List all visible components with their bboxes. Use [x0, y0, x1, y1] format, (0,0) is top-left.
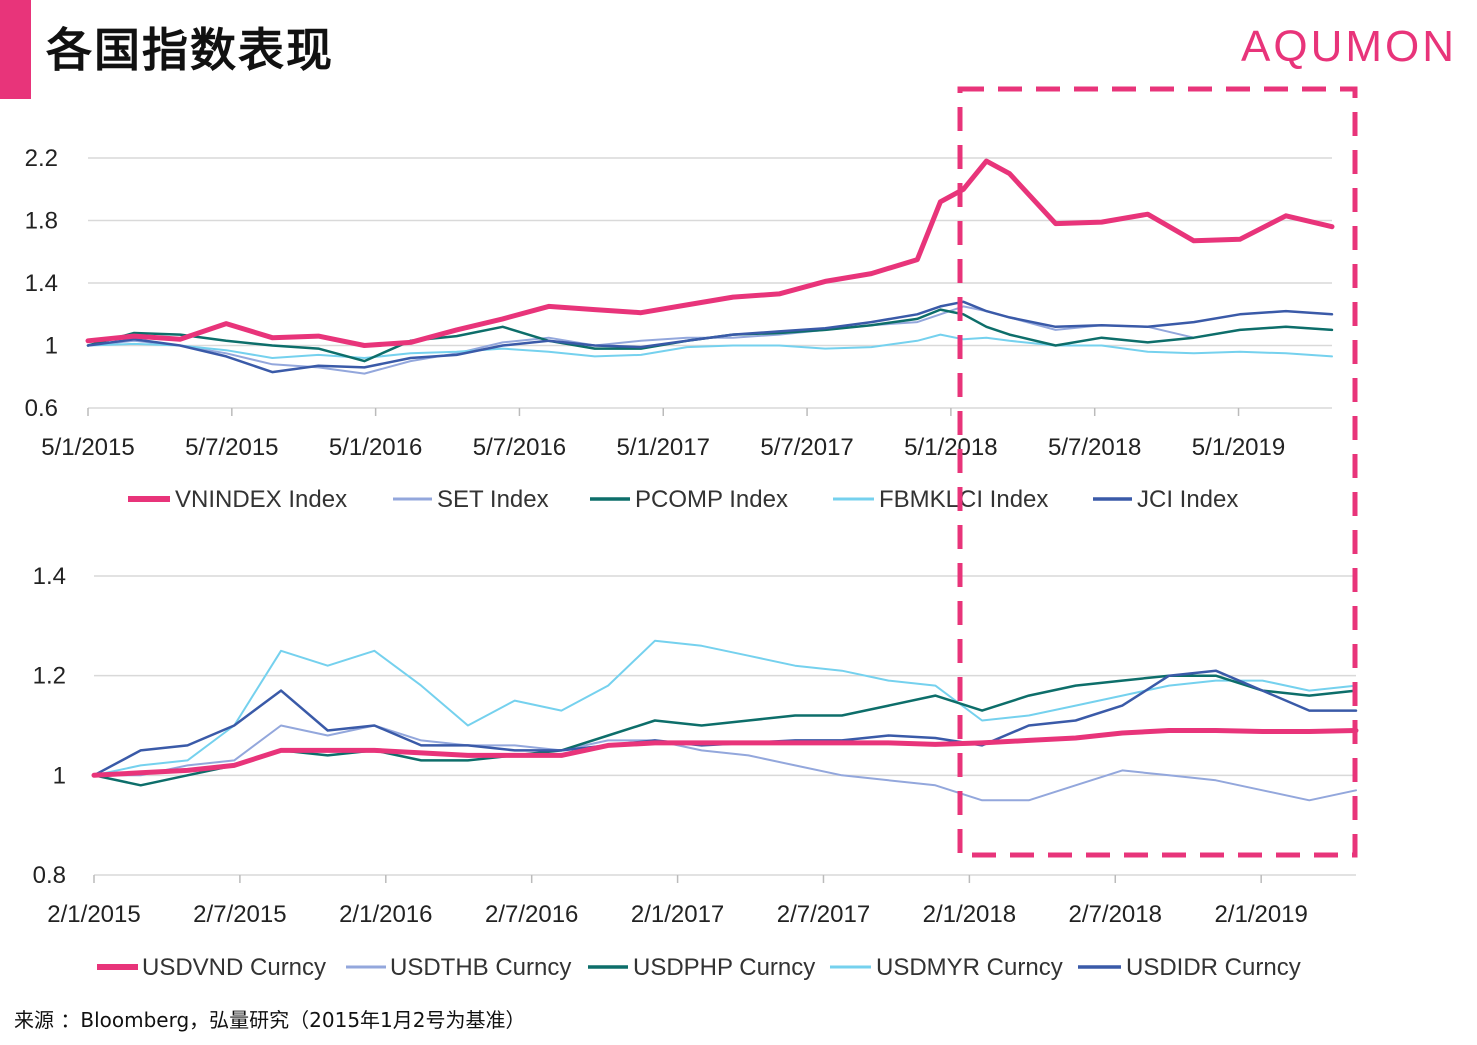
- y-tick-label: 0.6: [25, 395, 58, 422]
- source-note: 来源 ：Bloomberg，弘量研究（2015年1月2号为基准）: [14, 1008, 526, 1032]
- x-tick-label: 5/7/2018: [1048, 434, 1141, 461]
- y-tick-label: 0.8: [33, 862, 66, 889]
- x-tick-label: 5/7/2017: [760, 434, 853, 461]
- x-tick-label: 2/1/2018: [923, 901, 1016, 928]
- x-tick-label: 2/1/2016: [339, 901, 432, 928]
- x-tick-label: 2/7/2017: [777, 901, 870, 928]
- title-accent-bar: [0, 0, 31, 99]
- x-tick-label: 2/7/2018: [1069, 901, 1162, 928]
- x-tick-label: 5/7/2015: [185, 434, 278, 461]
- x-tick-label: 5/1/2015: [41, 434, 134, 461]
- chart-panel-2: 1.4 1.2 1 0.8 2/1/2015 2/7/2015 2/1/2016 2/7/20…: [33, 563, 1359, 981]
- y-tick-label: 1: [53, 762, 66, 789]
- x-tick-label: 2/7/2016: [485, 901, 578, 928]
- x-tick-label: 2/1/2019: [1214, 901, 1307, 928]
- x-tick-label: 2/7/2015: [193, 901, 286, 928]
- y-tick-label: 1.4: [33, 563, 66, 590]
- series-line-usdmyr-curncy: [93, 639, 1357, 777]
- legend-label: PCOMP Index: [635, 486, 788, 513]
- legend-label: USDTHB Curncy: [390, 954, 571, 981]
- chart-panel-1: 2.2 1.8 1.4 1 0.6 5/1/2015 5/7/2015 5/1/2016 5/7…: [25, 145, 1335, 513]
- x-tick-label: 2/1/2015: [47, 901, 140, 928]
- legend-label: SET Index: [437, 486, 549, 513]
- legend-label: USDVND Curncy: [142, 954, 326, 981]
- x-tick-label: 2/1/2017: [631, 901, 724, 928]
- series-line-usdvnd-curncy: [91, 728, 1359, 778]
- series-line-vnindex-index: [85, 158, 1335, 348]
- series-line-fbmklci-index: [87, 333, 1333, 359]
- y-tick-label: 1.2: [33, 663, 66, 690]
- y-tick-label: 1.4: [25, 270, 58, 297]
- x-tick-label: 5/1/2018: [904, 434, 997, 461]
- x-tick-label: 5/1/2019: [1192, 434, 1285, 461]
- legend-label: USDPHP Curncy: [633, 954, 815, 981]
- page-title: 各国指数表现: [46, 23, 334, 77]
- x-tick-label: 5/1/2016: [329, 434, 422, 461]
- series-line-jci-index: [86, 300, 1334, 374]
- legend-label: VNINDEX Index: [175, 486, 347, 513]
- x-tick-label: 5/1/2017: [617, 434, 710, 461]
- x-tick-label: 5/7/2016: [473, 434, 566, 461]
- brand-logo: AQUMON: [1241, 22, 1457, 71]
- legend-label: USDMYR Curncy: [876, 954, 1063, 981]
- legend-label: JCI Index: [1137, 486, 1238, 513]
- highlight-box: [957, 86, 1358, 858]
- legend-label: USDIDR Curncy: [1126, 954, 1301, 981]
- y-tick-label: 1: [45, 333, 58, 360]
- y-tick-label: 2.2: [25, 145, 58, 172]
- y-tick-label: 1.8: [25, 208, 58, 235]
- series-line-usdthb-curncy: [93, 724, 1357, 802]
- legend-label: FBMKLCI Index: [879, 486, 1048, 513]
